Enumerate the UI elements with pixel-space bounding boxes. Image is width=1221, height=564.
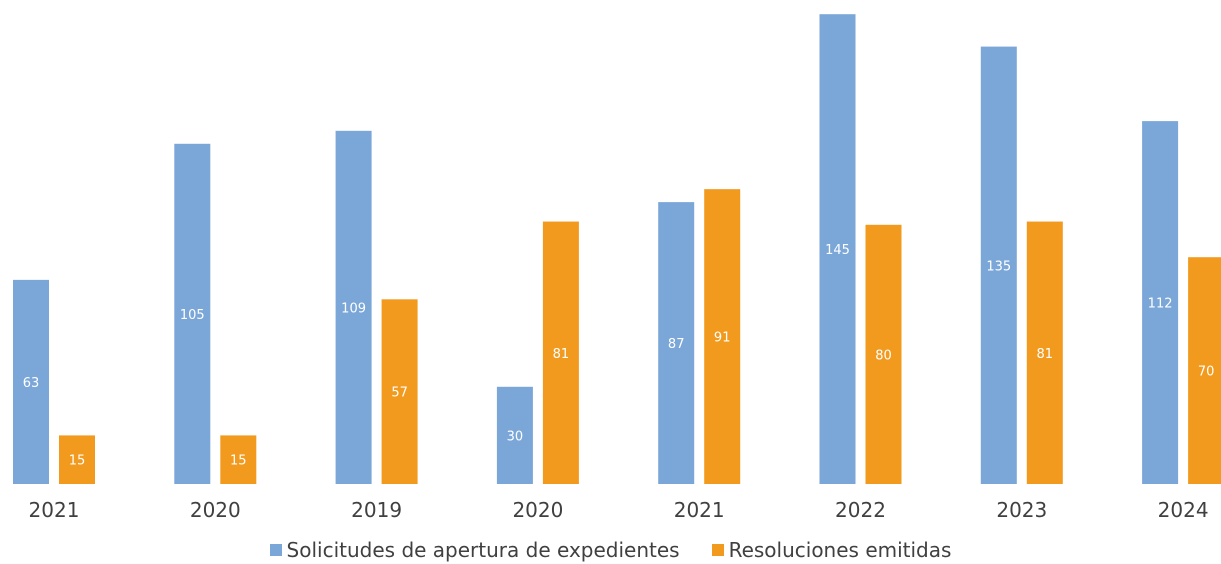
x-tick-label-3: 2019 — [351, 498, 402, 522]
legend: Solicitudes de apertura de expedientes R… — [0, 538, 1221, 562]
bar-series-2-7[interactable] — [1026, 221, 1063, 484]
bar-series-1-7[interactable] — [980, 46, 1017, 484]
legend-label-series-1: Solicitudes de apertura de expedientes — [286, 538, 680, 562]
legend-swatch-series-2 — [711, 544, 724, 556]
bar-series-1-2[interactable] — [174, 143, 211, 485]
data-label-series-2-2: 15 — [230, 454, 247, 469]
x-tick-label-5: 2021 — [674, 498, 725, 522]
data-label-series-1-6: 145 — [825, 243, 850, 258]
data-label-series-1-2: 105 — [180, 308, 205, 323]
data-label-series-1-8: 112 — [1148, 297, 1173, 312]
legend-swatch-series-1 — [269, 544, 282, 556]
data-label-series-2-6: 80 — [875, 348, 892, 363]
data-label-series-1-1: 63 — [23, 376, 40, 391]
bar-series-2-2[interactable] — [220, 435, 257, 484]
bar-series-2-4[interactable] — [542, 221, 579, 484]
bar-series-1-3[interactable] — [335, 130, 372, 484]
x-tick-label-1: 2021 — [29, 498, 80, 522]
x-tick-label-8: 2024 — [1158, 498, 1209, 522]
data-label-series-1-5: 87 — [668, 337, 685, 352]
bar-series-1-5[interactable] — [658, 202, 695, 484]
data-label-series-1-3: 109 — [341, 301, 366, 316]
bar-series-1-6[interactable] — [819, 14, 856, 484]
x-tick-label-4: 2020 — [512, 498, 563, 522]
data-label-series-2-4: 81 — [553, 347, 570, 362]
x-tick-label-7: 2023 — [996, 498, 1047, 522]
bar-series-1-8[interactable] — [1142, 121, 1179, 485]
data-label-series-2-5: 91 — [714, 331, 731, 346]
bar-series-2-5[interactable] — [704, 189, 741, 484]
data-label-series-2-3: 57 — [391, 386, 408, 401]
bar-series-1-4[interactable] — [496, 386, 533, 484]
data-label-series-2-8: 70 — [1198, 365, 1215, 380]
legend-item-series-2[interactable]: Resoluciones emitidas — [711, 538, 952, 562]
data-label-series-1-4: 30 — [507, 429, 524, 444]
x-tick-label-2: 2020 — [190, 498, 241, 522]
x-tick-label-6: 2022 — [835, 498, 886, 522]
bars-layer — [13, 14, 1221, 485]
bar-series-2-1[interactable] — [59, 435, 95, 484]
data-labels-layer: 63 15 105 15 109 57 30 81 87 91 145 80 135 81 112 70 — [23, 243, 1215, 469]
bar-series-2-8[interactable] — [1188, 257, 1221, 484]
data-label-series-2-7: 81 — [1037, 347, 1054, 362]
data-label-series-2-1: 15 — [69, 454, 86, 469]
bar-series-1-1[interactable] — [13, 279, 49, 484]
legend-item-series-1[interactable]: Solicitudes de apertura de expedientes — [269, 538, 680, 562]
bar-series-2-3[interactable] — [381, 299, 418, 484]
x-axis-tick-labels: 2021 2020 2019 2020 2021 2022 2023 2024 — [29, 498, 1209, 522]
data-label-series-1-7: 135 — [986, 259, 1011, 274]
bar-series-2-6[interactable] — [865, 224, 902, 485]
legend-label-series-2: Resoluciones emitidas — [728, 538, 952, 562]
